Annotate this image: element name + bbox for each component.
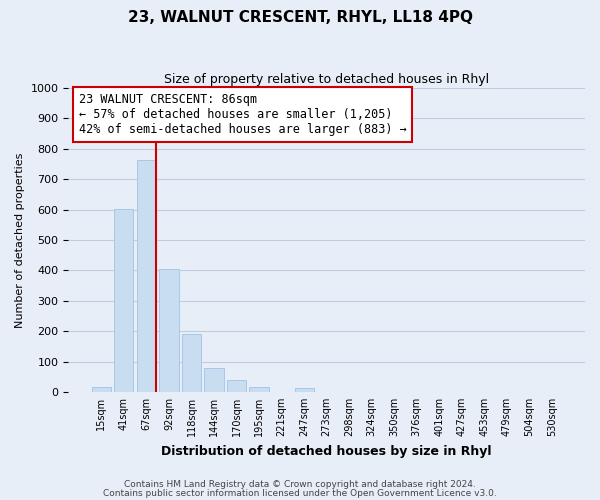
- Y-axis label: Number of detached properties: Number of detached properties: [15, 152, 25, 328]
- Text: 23, WALNUT CRESCENT, RHYL, LL18 4PQ: 23, WALNUT CRESCENT, RHYL, LL18 4PQ: [128, 10, 473, 25]
- Bar: [92, 388, 111, 392]
- Bar: [182, 334, 201, 392]
- Bar: [250, 387, 269, 392]
- Text: Contains public sector information licensed under the Open Government Licence v3: Contains public sector information licen…: [103, 488, 497, 498]
- Text: Contains HM Land Registry data © Crown copyright and database right 2024.: Contains HM Land Registry data © Crown c…: [124, 480, 476, 489]
- Bar: [205, 368, 224, 392]
- Bar: [295, 388, 314, 392]
- X-axis label: Distribution of detached houses by size in Rhyl: Distribution of detached houses by size …: [161, 444, 492, 458]
- Bar: [137, 160, 156, 392]
- Bar: [114, 210, 133, 392]
- Text: 23 WALNUT CRESCENT: 86sqm
← 57% of detached houses are smaller (1,205)
42% of se: 23 WALNUT CRESCENT: 86sqm ← 57% of detac…: [79, 92, 406, 136]
- Bar: [227, 380, 246, 392]
- Title: Size of property relative to detached houses in Rhyl: Size of property relative to detached ho…: [164, 72, 489, 86]
- Bar: [160, 270, 179, 392]
